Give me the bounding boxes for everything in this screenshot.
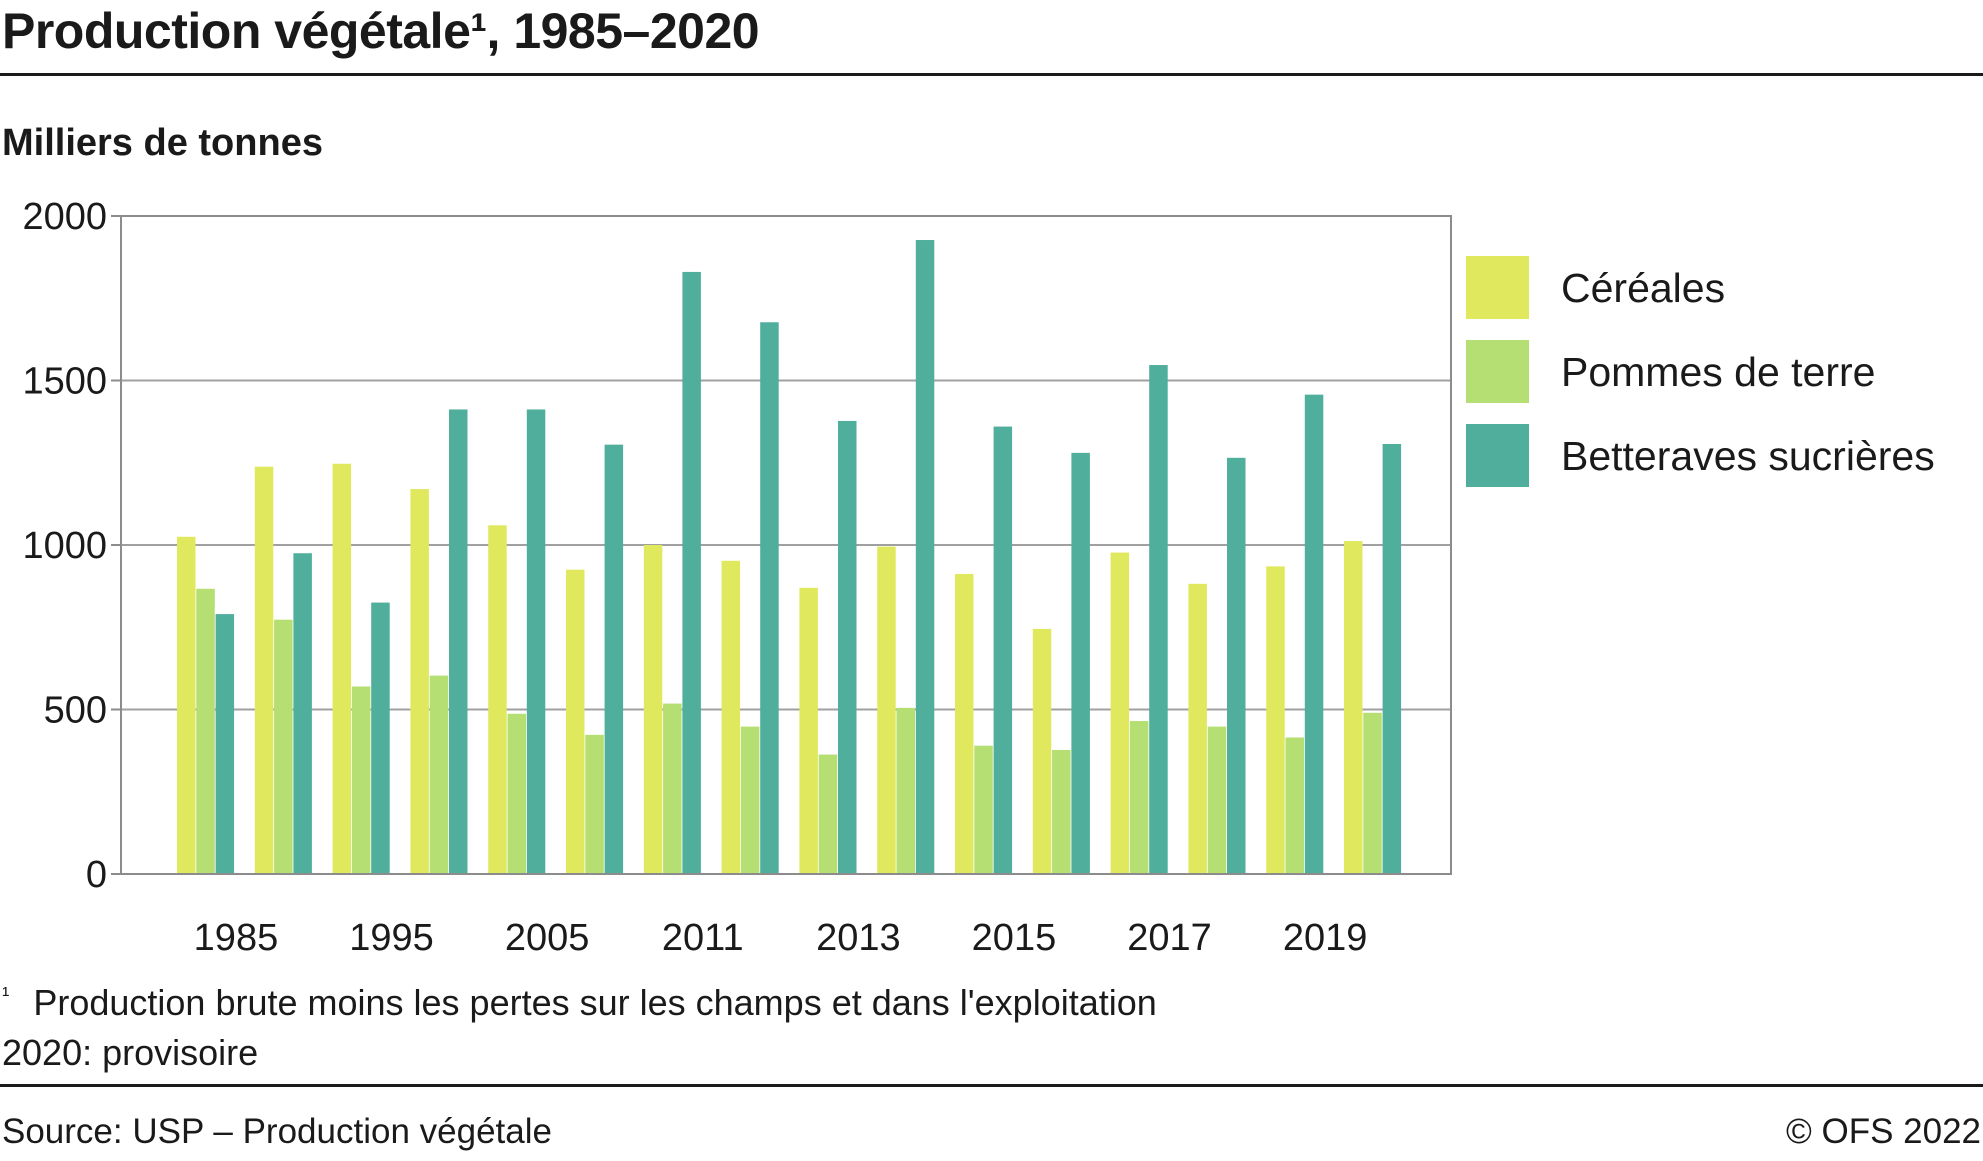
bar-betteraves-sucri-res-14 [1304,394,1324,874]
bar-betteraves-sucri-res-0 [215,614,235,874]
bar-pommes-de-terre-6 [663,703,682,874]
bar-c-r-ales-9 [877,546,896,874]
footnote-marker: ¹ [2,982,10,1007]
bar-c-r-ales-4 [488,525,507,874]
x-tick-label: 1995 [349,917,434,959]
y-tick-label: 1000 [22,525,107,567]
bar-pommes-de-terre-1 [274,619,293,874]
bar-pommes-de-terre-15 [1363,712,1382,874]
plot-frame [120,215,1452,875]
y-tick-label: 1500 [22,361,107,403]
x-tick-labels: 1985 1995 2005 2011 2013 2015 2017 2019 [194,917,1368,959]
footnote: ¹ Production brute moins les pertes sur l… [2,982,1157,1024]
bar-betteraves-sucri-res-2 [371,602,390,874]
bar-pommes-de-terre-11 [1052,749,1071,874]
bar-pommes-de-terre-0 [196,588,215,874]
legend-label: Betteraves sucrières [1561,433,1935,479]
x-tick-label: 2015 [972,917,1057,959]
bar-pommes-de-terre-8 [818,754,838,874]
copyright-text: © OFS 2022 [1785,1112,1981,1151]
bar-betteraves-sucri-res-9 [915,240,935,875]
bar-c-r-ales-7 [721,560,741,874]
bar-pommes-de-terre-3 [429,675,449,874]
bar-betteraves-sucri-res-10 [993,426,1013,874]
x-tick-label: 2011 [662,917,744,959]
bar-pommes-de-terre-13 [1207,726,1227,874]
bar-betteraves-sucri-res-6 [682,271,701,874]
bars [177,240,1402,875]
y-tick-label: 500 [44,690,107,732]
x-tick-label: 2013 [816,917,901,959]
bar-betteraves-sucri-res-11 [1071,452,1090,874]
bar-betteraves-sucri-res-12 [1149,365,1168,874]
legend-swatch [1466,340,1529,403]
bar-c-r-ales-11 [1032,628,1052,874]
legend-swatch [1466,424,1529,487]
bar-betteraves-sucri-res-7 [760,322,779,875]
bar-c-r-ales-1 [254,466,274,874]
footnote-text: Production brute moins les pertes sur le… [33,982,1157,1023]
x-tick-label: 2005 [505,917,590,959]
bar-pommes-de-terre-10 [974,745,993,874]
bar-betteraves-sucri-res-5 [604,444,624,874]
bar-betteraves-sucri-res-4 [526,409,546,874]
provisional-note: 2020: provisoire [2,1032,259,1073]
bar-c-r-ales-8 [799,587,818,874]
bar-pommes-de-terre-2 [351,686,371,874]
grid-lines [111,215,1451,875]
title-rule [0,73,1983,76]
legend: Céréales Pommes de terre Betteraves sucriè… [1466,256,1935,487]
bar-betteraves-sucri-res-8 [838,420,857,874]
bar-betteraves-sucri-res-3 [449,409,468,874]
bar-c-r-ales-5 [566,569,585,874]
legend-swatch [1466,256,1529,319]
y-tick-label: 0 [86,854,107,896]
bar-c-r-ales-10 [955,573,974,874]
bar-c-r-ales-15 [1344,541,1363,874]
bar-pommes-de-terre-4 [507,713,526,874]
bar-c-r-ales-13 [1188,583,1207,874]
y-axis-unit-label: Milliers de tonnes [2,122,323,164]
bar-pommes-de-terre-12 [1129,721,1149,874]
legend-label: Pommes de terre [1561,349,1875,395]
x-tick-label: 1985 [194,917,279,959]
legend-label: Céréales [1561,265,1725,311]
x-tick-label: 2019 [1283,917,1368,959]
y-tick-labels: 0 500 1000 1500 2000 [22,196,107,896]
bar-c-r-ales-6 [643,545,663,874]
x-tick-label: 2017 [1127,917,1212,959]
bar-pommes-de-terre-5 [585,734,604,874]
bar-pommes-de-terre-9 [896,707,915,874]
bar-c-r-ales-3 [410,489,429,874]
bar-c-r-ales-2 [332,463,352,874]
bar-pommes-de-terre-7 [740,726,760,874]
bar-chart: 0 500 1000 1500 2000 1985 1995 2005 2011 2013 201… [22,196,1935,959]
footer-rule [0,1084,1983,1087]
bar-c-r-ales-14 [1266,566,1285,874]
bar-c-r-ales-12 [1110,552,1130,874]
bar-betteraves-sucri-res-15 [1382,443,1402,874]
bar-c-r-ales-0 [177,536,196,874]
chart-title: Production végétale¹, 1985–2020 [2,3,760,59]
y-tick-label: 2000 [22,196,107,238]
bar-pommes-de-terre-14 [1285,737,1304,874]
bar-betteraves-sucri-res-13 [1227,457,1246,874]
bar-betteraves-sucri-res-1 [293,553,312,874]
source-text: Source: USP – Production végétale [2,1112,552,1151]
